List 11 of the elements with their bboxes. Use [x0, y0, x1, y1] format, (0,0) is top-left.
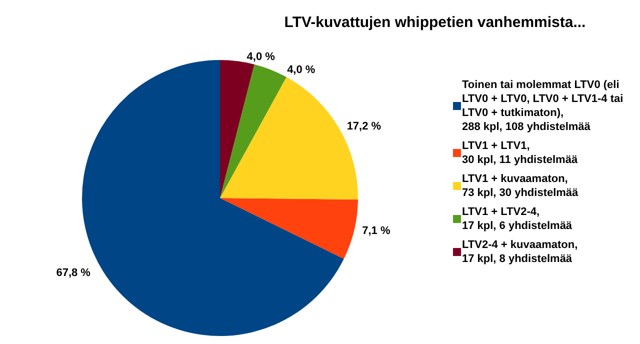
- data-label: 17,2 %: [346, 120, 382, 132]
- data-label: 67,8 %: [56, 267, 91, 280]
- data-label: 7,1 %: [362, 224, 390, 237]
- legend-label: Toinen tai molemmat LTV0 (eli LTV0 + LTV0, LTV0 + LTV1-4 tai LTV0 + tutkimaton), 288 kpl, 108 yhdistelmää: [462, 79, 624, 133]
- legend-label: LTV1 + LTV2-4, 17 kpl, 6 yhdistelmää: [462, 206, 573, 232]
- chart-title: LTV-kuvattujen whippetien vanhemmista...: [284, 14, 586, 31]
- legend-label: LTV1 + kuvaamaton, 73 kpl, 30 yhdistelmää: [462, 173, 580, 199]
- legend-label: LTV1 + LTV1, 30 kpl, 11 yhdistelmää: [462, 140, 578, 166]
- legend-label: LTV2-4 + kuvaamaton, 17 kpl, 8 yhdistelmää: [462, 239, 578, 265]
- data-label: 4,0 %: [287, 64, 316, 76]
- data-label: 4,0 %: [246, 51, 276, 64]
